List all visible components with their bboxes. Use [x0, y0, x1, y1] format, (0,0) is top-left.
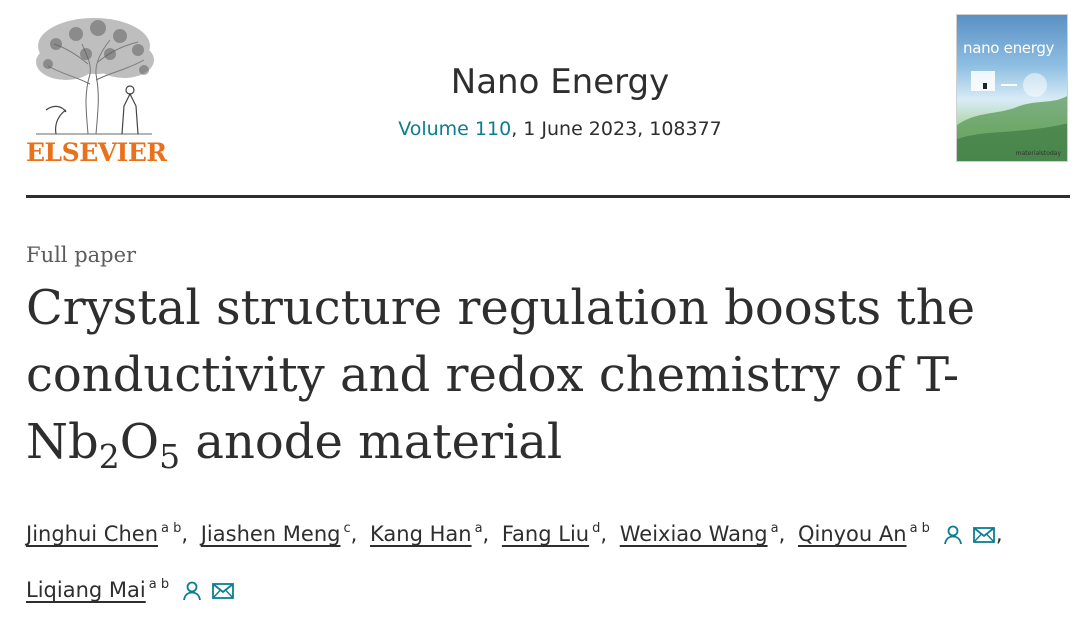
author-affiliation-marker[interactable]: a [770, 521, 779, 536]
issue-info: Volume 110, 1 June 2023, 108377 [0, 118, 1080, 140]
author-entry: Jinghui Chen a b, [26, 521, 194, 546]
author-entry: Kang Han a, [370, 521, 495, 546]
author-affiliation-marker[interactable]: c [343, 521, 351, 536]
person-icon[interactable] [181, 572, 203, 618]
article-title: Crystal structure regulation boosts the … [26, 275, 1066, 476]
author-entry: Jiashen Meng c, [200, 521, 364, 546]
author-name-link[interactable]: Qinyou An [797, 522, 907, 546]
cover-journal-name: nano energy [963, 39, 1055, 57]
journal-title[interactable]: Nano Energy [450, 62, 670, 102]
header-divider [26, 195, 1070, 198]
title-text: O [119, 414, 160, 470]
person-icon[interactable] [942, 516, 964, 562]
author-name-link[interactable]: Kang Han [370, 522, 472, 546]
author-name-link[interactable]: Jinghui Chen [26, 522, 158, 546]
author-affiliation-marker[interactable]: a [474, 521, 483, 536]
cover-footer-brand: materialstoday [1015, 150, 1061, 157]
author-list: Jinghui Chen a b, Jiashen Meng c, Kang Han… [26, 506, 1066, 618]
author-affiliation-marker[interactable]: a b [148, 577, 170, 592]
author-name-link[interactable]: Weixiao Wang [619, 522, 768, 546]
envelope-icon[interactable] [972, 516, 996, 562]
title-text: anode material [180, 414, 563, 470]
journal-cover-thumbnail[interactable]: nano energy materialstoday [956, 14, 1068, 162]
author-separator: , [995, 522, 1003, 546]
author-name-link[interactable]: Jiashen Meng [200, 522, 341, 546]
envelope-icon[interactable] [211, 572, 235, 618]
author-affiliation-marker[interactable]: a b [909, 521, 930, 536]
tree-illustration [26, 14, 162, 138]
author-affiliation-marker[interactable]: a b [161, 521, 182, 536]
title-subscript: 2 [98, 437, 120, 476]
publisher-name: ELSEVIER [26, 138, 167, 167]
issue-details: , 1 June 2023, 108377 [511, 118, 722, 140]
title-text: Crystal structure regulation boosts the … [26, 280, 976, 470]
author-entry: Qinyou An a b, [797, 521, 1009, 546]
author-separator: , [350, 522, 358, 546]
volume-link[interactable]: Volume 110 [398, 118, 512, 140]
author-affiliation-marker[interactable]: d [592, 521, 601, 536]
author-separator: , [600, 522, 608, 546]
author-entry: Fang Liu d, [501, 521, 613, 546]
author-separator: , [482, 522, 490, 546]
elsevier-tree-logo[interactable] [26, 14, 162, 166]
author-separator: , [778, 522, 786, 546]
author-name-link[interactable]: Liqiang Mai [26, 578, 146, 602]
author-name-link[interactable]: Fang Liu [501, 522, 590, 546]
author-separator: , [181, 522, 189, 546]
cover-artwork [957, 71, 1067, 161]
article-type: Full paper [26, 243, 137, 267]
author-entry: Weixiao Wang a, [619, 521, 792, 546]
title-subscript: 5 [159, 437, 181, 476]
author-entry: Liqiang Mai a b [26, 577, 235, 602]
